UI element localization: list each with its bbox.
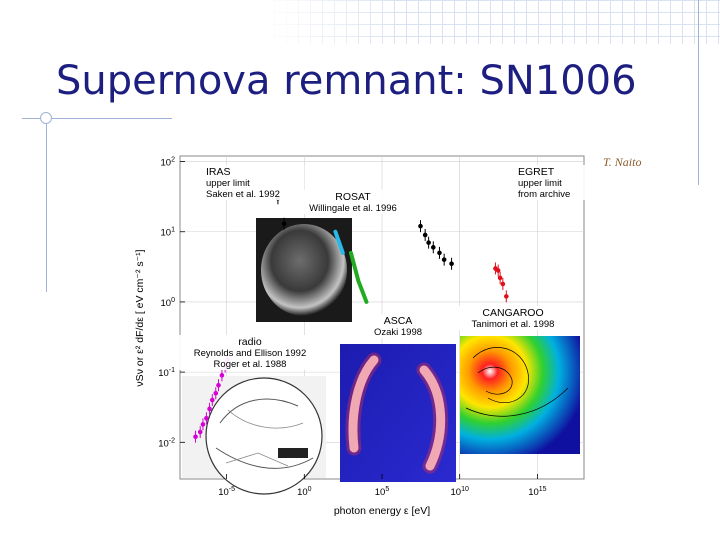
x-tick-label: 1010 (451, 486, 469, 498)
annotation-asca-line: ASCA (384, 315, 413, 327)
slide-title: Supernova remnant: SN1006 (56, 58, 637, 104)
series-line (333, 229, 345, 255)
annotation-bg (288, 190, 418, 214)
annotation-bg (454, 306, 572, 330)
radio-map-image (182, 376, 326, 495)
annotation-iras-line: upper limit (206, 178, 250, 189)
x-tick-label: 105 (375, 486, 390, 498)
data-point (204, 415, 209, 421)
data-point (497, 275, 503, 281)
x-tick-label: 10-5 (218, 486, 235, 498)
annotation-bg (515, 165, 589, 200)
annotation-rosat-line: Willingale et al. 1996 (309, 203, 397, 214)
series-rosat (333, 229, 345, 255)
data-point (207, 406, 212, 412)
annotation-bg (203, 165, 305, 200)
annotation-radio-line: radio (238, 336, 262, 348)
decor-vertical-line-left (46, 112, 47, 292)
data-point (437, 250, 442, 256)
rosat-xray-image (256, 218, 352, 322)
y-tick-label: 101 (161, 227, 176, 239)
data-point (219, 373, 225, 378)
data-point (422, 232, 428, 238)
annotation-rosat-line: ROSAT (335, 191, 371, 203)
series-egret-upper-limit (418, 220, 454, 270)
data-point (200, 422, 206, 427)
data-point (500, 281, 506, 287)
data-point (504, 294, 509, 299)
sed-chart: 102 101 100 10-1 10-2 10-5 100 105 1010 1015 IRAS… (134, 155, 589, 517)
data-point (418, 223, 423, 229)
axis-ticks: 102 101 100 10-1 10-2 10-5 100 105 1010 1015 (158, 157, 546, 498)
annotation-cangaroo-line: Tanimori et al. 1998 (472, 319, 555, 330)
data-point (281, 221, 287, 227)
data-point (213, 390, 219, 396)
annotation-bg (367, 314, 429, 338)
annotation-egret-line: EGRET (518, 166, 555, 178)
y-tick-label: 10-1 (158, 367, 175, 379)
data-point (430, 245, 436, 250)
annotation-radio-line: Reynolds and Ellison 1992 (194, 348, 307, 359)
annotation-cangaroo-line: CANGAROO (482, 307, 543, 319)
image-credit: T. Naito (603, 155, 642, 169)
y-tick-label: 10-2 (158, 437, 175, 449)
annotation-asca-line: Ozaki 1998 (374, 327, 422, 338)
x-axis-label: photon energy ε [eV] (334, 505, 430, 517)
cangaroo-tev-image (460, 336, 580, 454)
y-axis-label: νSν or ε² dF/dε [ eV cm⁻² s⁻¹] (134, 249, 146, 386)
decor-ring (40, 112, 52, 124)
data-point (197, 429, 203, 435)
data-point (193, 434, 198, 440)
decor-title-underline (22, 118, 172, 119)
annotation-egret-line: upper limit (518, 178, 562, 189)
x-tick-label: 100 (297, 486, 312, 498)
data-point (441, 257, 447, 262)
annotation-egret-line: from archive (518, 189, 570, 200)
series-cangaroo (493, 262, 509, 303)
y-tick-label: 102 (161, 157, 176, 169)
annotation-iras-line: Saken et al. 1992 (206, 189, 280, 200)
annotation-bg (177, 335, 323, 370)
data-point (495, 268, 501, 273)
series-asca (348, 250, 369, 304)
decor-vertical-line-right (698, 0, 699, 185)
x-tick-label: 1015 (528, 486, 546, 498)
series-line (348, 250, 369, 304)
y-tick-label: 100 (161, 297, 176, 309)
data-point (216, 382, 221, 388)
data-point (210, 397, 215, 403)
annotation-iras-line: IRAS (206, 166, 231, 178)
asca-xray-image (340, 344, 456, 482)
data-point (449, 261, 454, 267)
annotation-radio-line: Roger et al. 1988 (214, 359, 287, 370)
data-point (426, 240, 431, 245)
